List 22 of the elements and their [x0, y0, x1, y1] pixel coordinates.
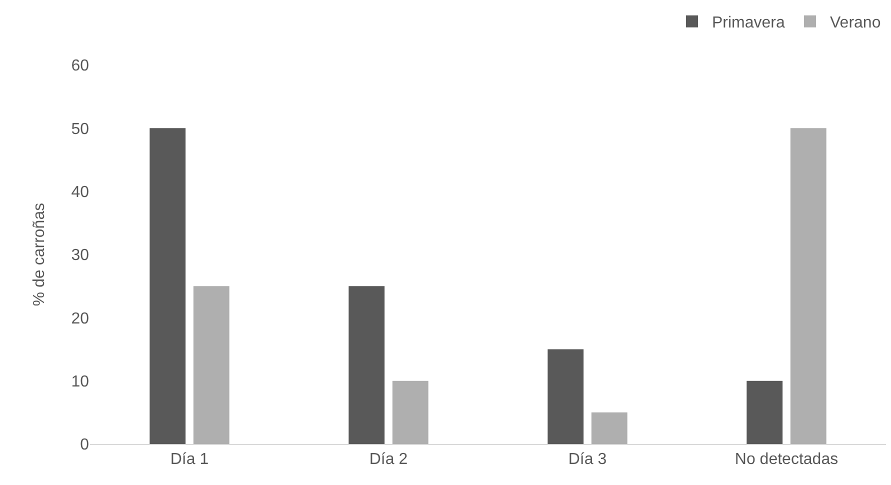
bar — [150, 128, 186, 444]
x-tick-label: Día 2 — [369, 451, 408, 468]
bar — [392, 380, 428, 444]
y-tick-label: 0 — [80, 436, 90, 454]
bar — [548, 349, 584, 444]
legend-label: Verano — [830, 14, 881, 32]
y-tick-label: 50 — [71, 120, 90, 138]
y-tick-label: 20 — [71, 310, 90, 328]
bar — [746, 380, 783, 444]
legend-label: Primavera — [712, 14, 786, 32]
bar — [348, 286, 385, 444]
y-tick-label: 60 — [71, 58, 90, 75]
y-tick-label: 30 — [71, 247, 90, 264]
bar — [591, 412, 628, 444]
y-tick-label: 40 — [71, 184, 90, 201]
bar — [193, 286, 230, 444]
x-tick-label: Día 3 — [568, 451, 607, 468]
x-tick-label: Día 1 — [170, 451, 209, 468]
bar — [790, 128, 826, 444]
y-tick-label: 10 — [71, 373, 90, 390]
x-tick-label: No detectadas — [734, 451, 838, 468]
y-axis-title: % de carroñas — [31, 202, 48, 306]
